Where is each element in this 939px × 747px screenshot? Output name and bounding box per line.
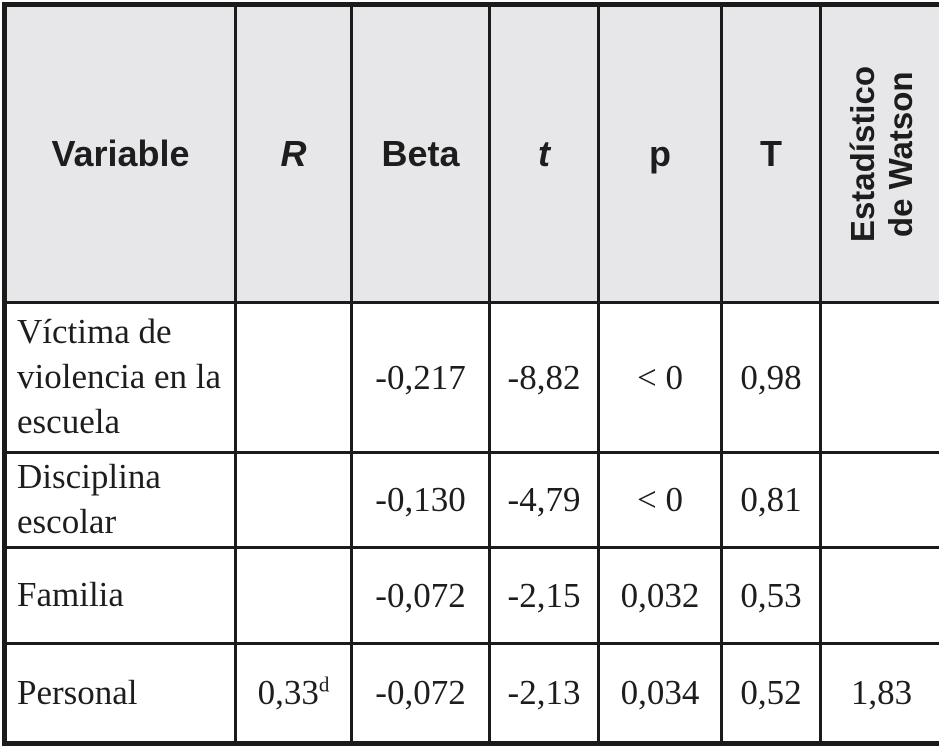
r-footnote-marker: d [318,672,330,697]
table-row: Víctima de violencia en la escuela -0,21… [3,301,939,454]
header-cell-r: R [234,3,353,304]
header-cell-T: T [720,3,822,304]
cell-t: -8,82 [488,301,600,454]
cell-t: -2,13 [488,642,600,745]
cell-T: 0,81 [720,451,822,549]
cell-r [234,451,353,549]
table-header: Variable R Beta t p T Estadístico de Wats… [3,3,939,304]
cell-T: 0,98 [720,301,822,454]
r-value: 0,33 [257,673,319,712]
cell-r [234,546,353,645]
cell-watson [819,546,939,645]
header-cell-watson: Estadístico de Watson [819,3,939,304]
cell-T: 0,52 [720,642,822,745]
cell-variable: Familia [3,546,237,645]
cell-beta: -0,130 [350,451,491,549]
cell-beta: -0,072 [350,642,491,745]
header-cell-t: t [488,3,600,304]
table-row: Familia -0,072 -2,15 0,032 0,53 [3,546,939,645]
header-cell-variable: Variable [3,3,237,304]
cell-variable: Personal [3,642,237,745]
cell-watson [819,451,939,549]
cell-p: 0,034 [597,642,723,745]
table-body: Víctima de violencia en la escuela -0,21… [3,301,939,745]
cell-beta: -0,217 [350,301,491,454]
cell-p: 0,032 [597,546,723,645]
header-cell-beta: Beta [350,3,491,304]
header-row: Variable R Beta t p T Estadístico de Wats… [3,3,939,304]
cell-t: -4,79 [488,451,600,549]
watson-label-line2: de Watson [881,71,919,237]
cell-r: 0,33d [234,642,353,745]
table-row: Disciplina escolar -0,130 -4,79 < 0 0,81 [3,451,939,549]
cell-p: < 0 [597,301,723,454]
header-cell-p: p [597,3,723,304]
cell-variable: Disciplina escolar [3,451,237,549]
cell-r [234,301,353,454]
cell-watson: 1,83 [819,642,939,745]
cell-t: -2,15 [488,546,600,645]
table-row: Personal 0,33d -0,072 -2,13 0,034 0,52 1… [3,642,939,745]
cell-variable: Víctima de violencia en la escuela [3,301,237,454]
cell-beta: -0,072 [350,546,491,645]
cell-T: 0,53 [720,546,822,645]
cell-watson [819,301,939,454]
watson-label-line1: Estadístico [843,65,881,243]
watson-vertical-label: Estadístico de Watson [844,66,920,242]
cell-p: < 0 [597,451,723,549]
